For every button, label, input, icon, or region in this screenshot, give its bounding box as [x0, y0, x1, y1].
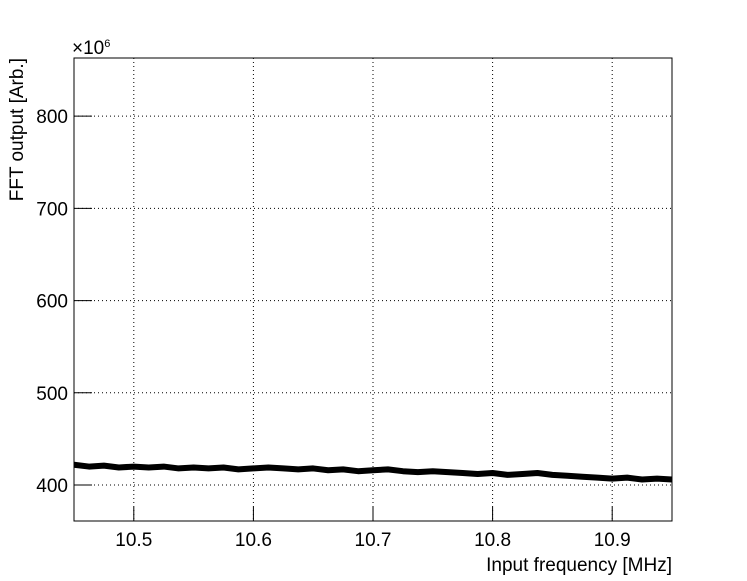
x-tick-label: 10.7 — [355, 530, 392, 551]
x-tick-label: 10.6 — [235, 530, 272, 551]
x-axis-label: Input frequency [MHz] — [486, 555, 672, 576]
multiplier-base: ×10 — [72, 38, 104, 59]
y-tick-label: 400 — [36, 476, 68, 497]
y-tick-label: 500 — [36, 384, 68, 405]
multiplier-exponent: 6 — [104, 38, 110, 50]
y-tick-label: 600 — [36, 292, 68, 313]
y-tick-label: 800 — [36, 107, 68, 128]
x-tick-label: 10.8 — [474, 530, 511, 551]
y-axis-label: FFT output [Arb.] — [7, 58, 28, 201]
x-tick-label: 10.5 — [115, 530, 152, 551]
y-multiplier: ×106 — [72, 38, 110, 59]
plot-frame — [73, 57, 673, 522]
y-tick-label: 700 — [36, 199, 68, 220]
x-tick-label: 10.9 — [594, 530, 631, 551]
data-line — [73, 461, 673, 483]
